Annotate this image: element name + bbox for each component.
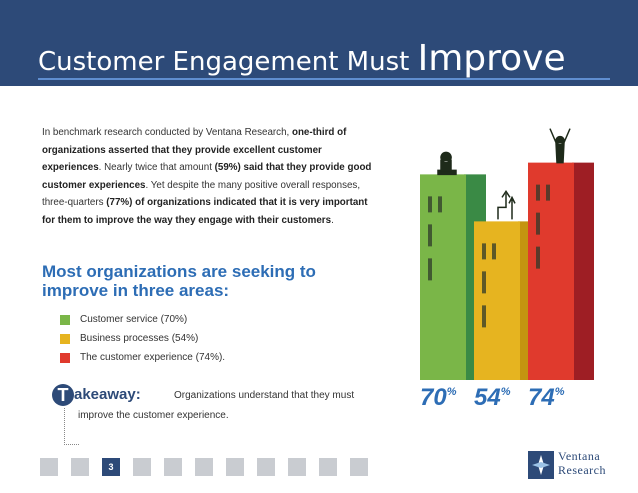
title-emphasis: Improve [417, 38, 566, 79]
legend-item-business-processes: Business processes (54%) [60, 329, 225, 348]
intro-bold-2: (59%) said that they provide good custom… [42, 162, 372, 191]
logo-icon [528, 451, 554, 479]
page-indicator[interactable] [133, 458, 151, 476]
building-bar-chart: 70% 54% 74% [400, 110, 610, 430]
bar-customer-service [420, 174, 466, 380]
bar-side-customer-experience [572, 162, 594, 380]
logo-line-1: Ventana [558, 449, 601, 463]
value-label-unit: % [554, 386, 565, 398]
page-indicator[interactable] [257, 458, 275, 476]
legend-label: The customer experience (74%). [80, 352, 226, 363]
building-window [482, 271, 486, 294]
building-window [536, 212, 540, 235]
section-heading: Most organizations are seeking to improv… [42, 262, 316, 300]
value-label-business-processes: 54% [474, 384, 510, 412]
legend: Customer service (70%) Business processe… [60, 310, 225, 367]
value-label-customer-experience: 74% [528, 384, 564, 412]
value-label-number: 54 [474, 384, 501, 411]
cheering-person-icon [549, 128, 571, 164]
intro-bold-3: (77%) of organizations indicated that it… [42, 197, 368, 226]
building-window [492, 243, 496, 260]
intro-paragraph: In benchmark research conducted by Venta… [42, 124, 377, 230]
takeaway-heading: akeaway: [74, 386, 141, 403]
legend-label: Business processes (54%) [80, 333, 199, 344]
bar-business-processes [474, 221, 520, 380]
page-navigation: 3 [40, 458, 381, 476]
value-label-unit: % [500, 386, 511, 398]
chart-svg [420, 128, 594, 380]
logo-text: Ventana Research [558, 449, 606, 477]
page-indicator[interactable] [71, 458, 89, 476]
legend-swatch [60, 333, 70, 344]
value-label-number: 70 [420, 384, 447, 411]
legend-item-customer-service: Customer service (70%) [60, 310, 225, 329]
page-indicator[interactable] [319, 458, 337, 476]
value-label-customer-service: 70% [420, 384, 456, 412]
building-window [428, 258, 432, 281]
takeaway-line-2: improve the customer experience. [78, 410, 229, 421]
legend-label: Customer service (70%) [80, 314, 188, 325]
person-at-desk-icon [440, 151, 452, 172]
value-label-number: 74 [528, 384, 555, 411]
value-label-unit: % [446, 386, 457, 398]
intro-text-3: . Yet despite the many positive overall … [42, 179, 361, 209]
header: Customer Engagement Must Improve [0, 0, 638, 86]
intro-text-1: In benchmark research conducted by Venta… [42, 127, 292, 138]
intro-text-4: . [331, 214, 334, 226]
building-window [536, 184, 540, 201]
takeaway-t-icon: T [52, 384, 74, 406]
building-window [428, 224, 432, 247]
building-window [536, 246, 540, 269]
page-indicator[interactable] [164, 458, 182, 476]
building-window [438, 196, 442, 213]
takeaway-line-1: Organizations understand that they must [174, 390, 355, 401]
arrows-up-icon [497, 190, 516, 220]
takeaway-connector [64, 408, 79, 445]
building-window [428, 196, 432, 213]
legend-swatch [60, 314, 70, 325]
page-indicator[interactable]: 3 [102, 458, 120, 476]
bar-customer-experience [528, 162, 574, 380]
header-rule [38, 78, 610, 80]
building-window [482, 243, 486, 260]
building-window [482, 305, 486, 328]
page-indicator[interactable] [195, 458, 213, 476]
page-title: Customer Engagement Must Improve [38, 38, 566, 79]
intro-text-2: . Nearly twice that amount [98, 162, 215, 174]
page-indicator[interactable] [350, 458, 368, 476]
building-window [546, 184, 550, 201]
legend-swatch [60, 352, 70, 363]
legend-item-customer-experience: The customer experience (74%). [60, 348, 225, 367]
logo-line-2: Research [558, 463, 606, 477]
page-indicator[interactable] [288, 458, 306, 476]
page-indicator[interactable] [40, 458, 58, 476]
ventana-logo [526, 447, 626, 487]
intro-bold-1: one-third of organizations asserted that… [42, 127, 347, 174]
title-main: Customer Engagement Must [38, 47, 410, 77]
page-indicator[interactable] [226, 458, 244, 476]
